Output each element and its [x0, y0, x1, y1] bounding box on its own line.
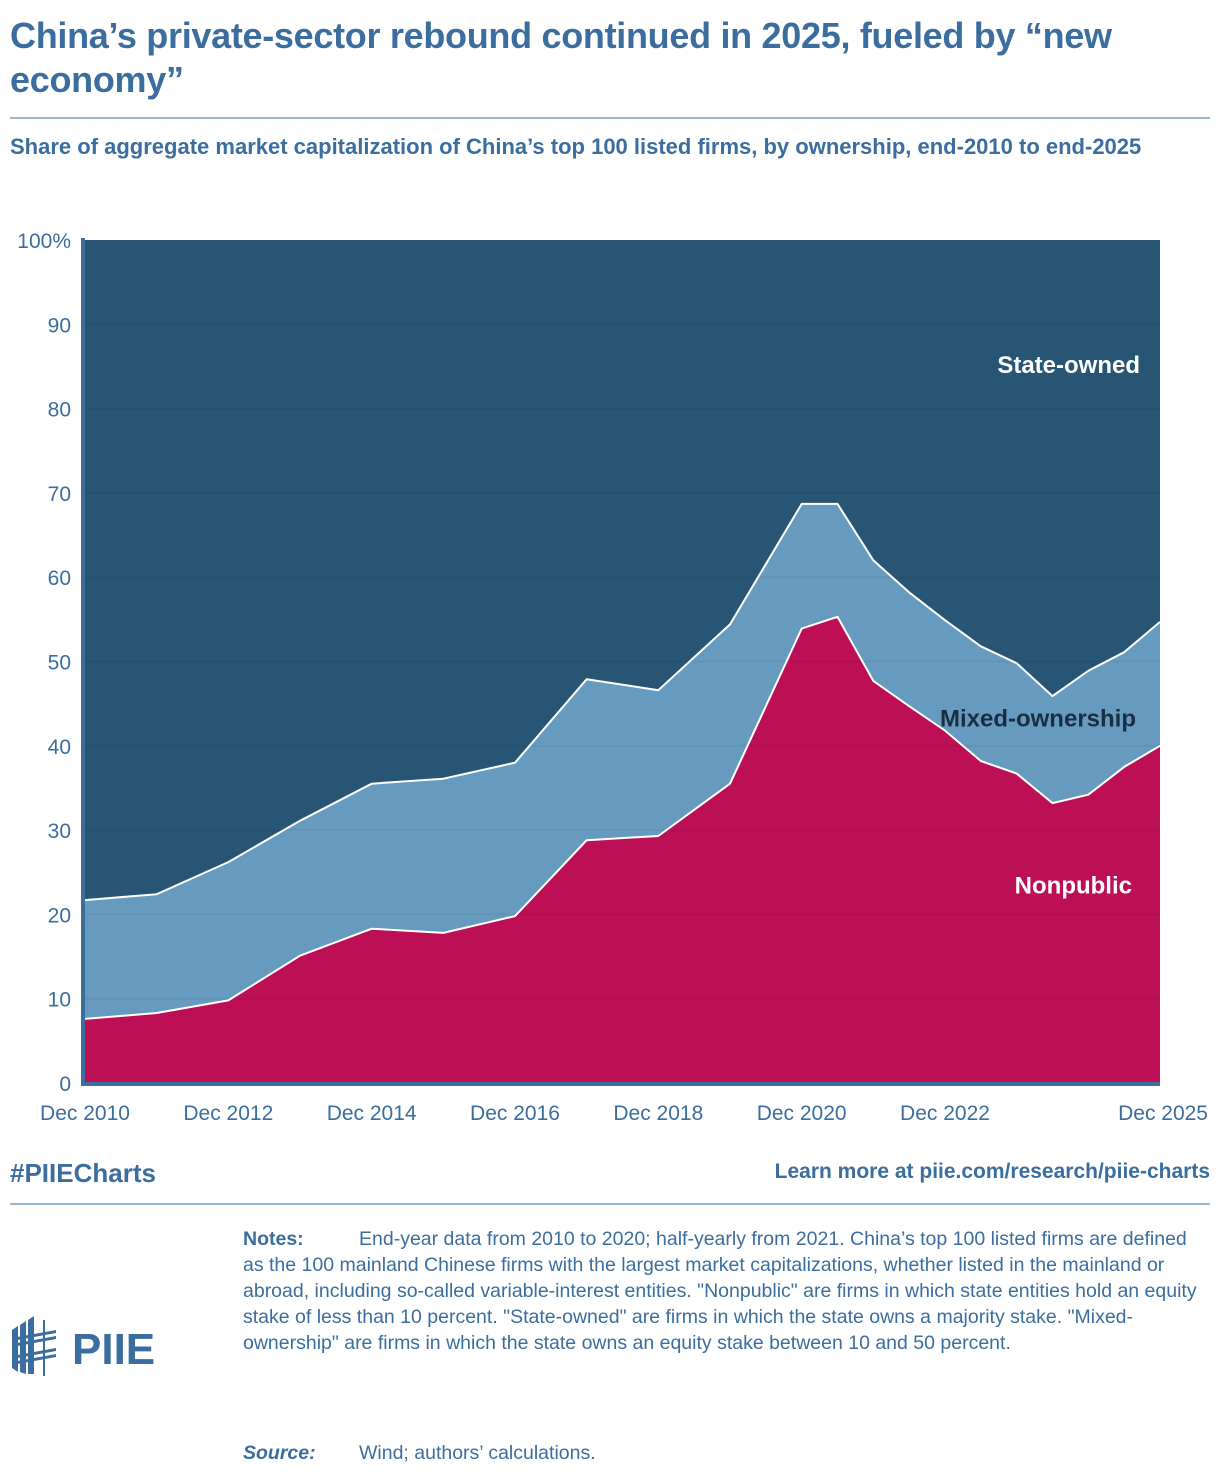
- footer-divider: [10, 1203, 1210, 1205]
- x-tick-label: Dec 2020: [757, 1102, 847, 1125]
- gridlines: [85, 323, 1160, 1000]
- x-tick-label: Dec 2016: [470, 1102, 560, 1125]
- y-tick-label: 40: [48, 736, 71, 759]
- area-mixed-ownership: [85, 503, 1160, 1019]
- title-divider: [10, 117, 1210, 119]
- y-tick-label: 90: [48, 314, 71, 337]
- y-tick-label: 30: [48, 820, 71, 843]
- series-label-nonpublic: Nonpublic: [1015, 872, 1132, 899]
- x-tick-label: Dec 2012: [183, 1102, 273, 1125]
- x-tick-label: Dec 2022: [900, 1102, 990, 1125]
- area-state-owned: [85, 240, 1160, 901]
- axes: [81, 238, 1160, 1086]
- series-labels: Nonpublic Mixed-ownership State-owned: [940, 352, 1140, 899]
- x-tick-label: Dec 2025: [1118, 1102, 1208, 1125]
- notes-label: Notes:: [243, 1228, 304, 1250]
- boundary-lines: [84, 502, 1161, 1020]
- source-text: Wind; authors’ calculations.: [359, 1442, 596, 1464]
- x-tick-label: Dec 2014: [327, 1102, 417, 1125]
- y-tick-label: 70: [48, 483, 71, 506]
- area-nonpublic: [85, 616, 1160, 1083]
- notes: Notes: End-year data from 2010 to 2020; h…: [243, 1226, 1203, 1356]
- chart-title: China’s private-sector rebound continued…: [10, 15, 1112, 100]
- building-icon: [12, 1316, 56, 1376]
- boundary-nonpublic: [84, 615, 1161, 1020]
- learn-more-link[interactable]: Learn more at piie.com/research/piie-cha…: [774, 1160, 1210, 1183]
- x-tick-label: Dec 2010: [40, 1102, 130, 1125]
- y-tick-label: 80: [48, 399, 71, 422]
- chart-subtitle: Share of aggregate market capitalization…: [10, 134, 1142, 159]
- y-tick-label: 100%: [17, 230, 71, 253]
- boundary-mixed-ownership: [84, 502, 1161, 902]
- y-tick-label: 10: [48, 989, 71, 1012]
- logo-text: PIIE: [72, 1325, 155, 1374]
- x-axis-ticks: Dec 2010 Dec 2012 Dec 2014 Dec 2016 Dec 2018…: [40, 1102, 1208, 1125]
- source-label: Source:: [243, 1442, 316, 1464]
- area-layer: [85, 240, 1160, 1083]
- y-axis-ticks: 0 10 20 30 40 50 60 70 80 90 100%: [17, 230, 71, 1096]
- source: Source: Wind; authors’ calculations.: [243, 1442, 596, 1465]
- y-tick-label: 50: [48, 652, 71, 675]
- y-tick-label: 60: [48, 567, 71, 590]
- x-tick-label: Dec 2018: [613, 1102, 703, 1125]
- notes-text: End-year data from 2010 to 2020; half-ye…: [243, 1228, 1197, 1354]
- y-tick-label: 0: [59, 1073, 71, 1096]
- stacked-area-chart: 0 10 20 30 40 50 60 70 80 90 100% Dec 2010 Dec 2012…: [17, 230, 1208, 1125]
- series-label-mixed-ownership: Mixed-ownership: [940, 705, 1136, 732]
- y-tick-label: 20: [48, 904, 71, 927]
- series-label-state-owned: State-owned: [997, 352, 1140, 379]
- piie-logo: PIIE: [12, 1316, 155, 1376]
- hashtag: #PIIECharts: [10, 1158, 156, 1188]
